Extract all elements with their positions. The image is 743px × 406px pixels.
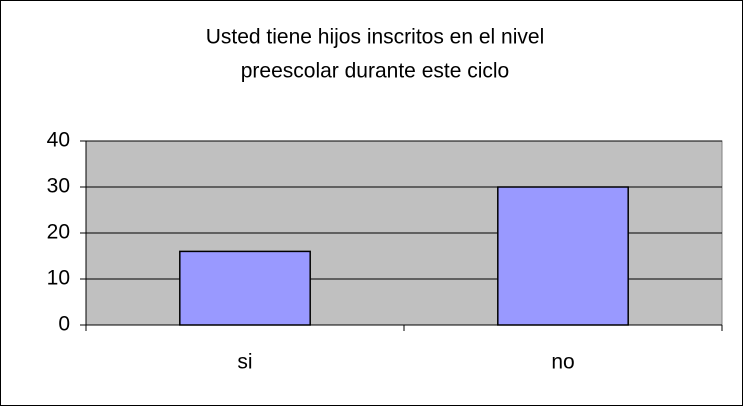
y-tick-label: 30 xyxy=(47,175,70,198)
x-tick-label: no xyxy=(551,351,574,374)
x-tick-label: si xyxy=(237,351,252,374)
chart-title: Usted tiene hijos inscritos en el nivel xyxy=(206,26,545,49)
y-tick-label: 40 xyxy=(47,129,70,152)
bar xyxy=(497,186,629,326)
chart-title: preescolar durante este ciclo xyxy=(241,60,509,83)
y-tick-label: 10 xyxy=(47,267,70,290)
y-tick-label: 20 xyxy=(47,221,70,244)
y-tick-label: 0 xyxy=(58,313,70,336)
bar xyxy=(179,250,311,326)
